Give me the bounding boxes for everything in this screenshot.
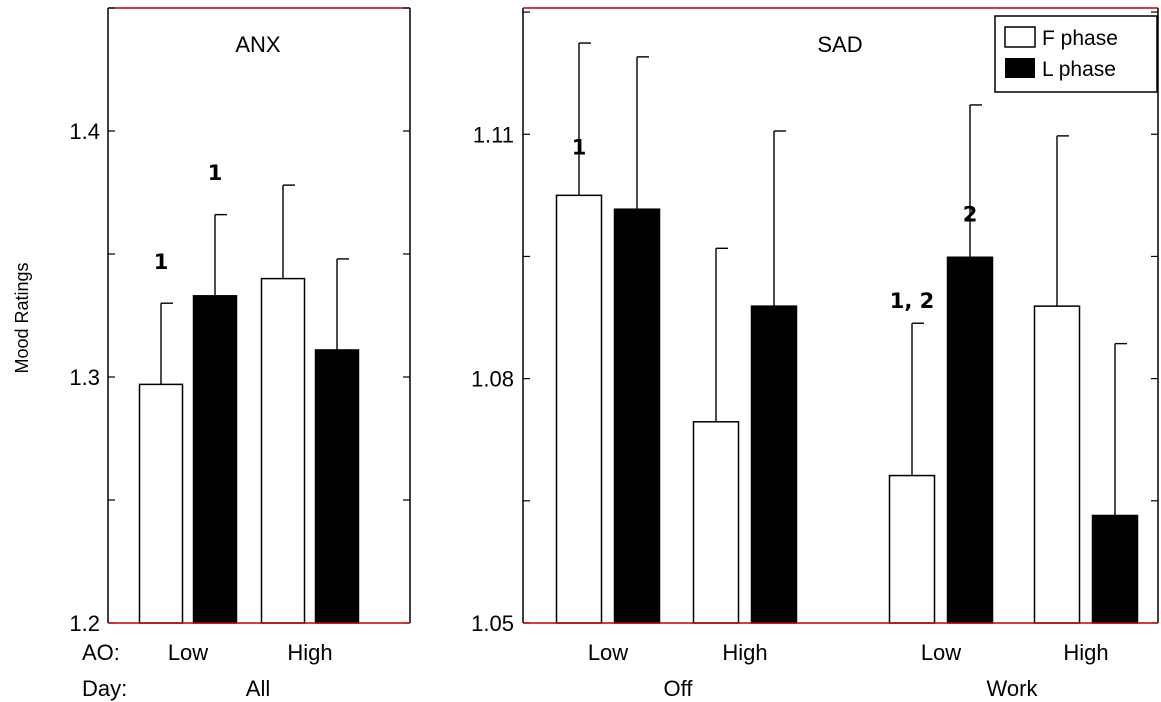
panel-2-bar-l-phase — [1091, 514, 1139, 624]
panel-1-y-tick-label: 1.2 — [69, 611, 100, 636]
panel-2-annotation: 1 — [572, 136, 587, 160]
panel-2-bar-f-phase — [555, 194, 603, 624]
panel-2-title: SAD — [817, 32, 862, 57]
panel-2-bar-f-phase — [1033, 305, 1081, 624]
panel-1-annotation: 1 — [208, 161, 223, 185]
panel-1-bar-l-phase — [314, 349, 360, 624]
legend: F phase L phase — [994, 15, 1158, 93]
panel-2-day-label: Off — [664, 676, 694, 701]
panel-1-title: ANX — [235, 32, 281, 57]
panel-1-category-label: High — [287, 640, 332, 665]
panel-1-annotation: 1 — [154, 250, 169, 274]
panel-2-category-label: Low — [921, 640, 961, 665]
legend-swatch-l-phase — [1005, 58, 1035, 78]
chart-panels: 1.2 1.3 1.4 ANX 1 1 Low High All 1.05 1.08 1.11 SAD 1… — [69, 7, 1159, 701]
panel-2-y-tick-label: 1.08 — [471, 367, 514, 392]
panel-2-bar-l-phase — [946, 256, 994, 624]
panel-1-category-label: Low — [168, 640, 208, 665]
legend-label-f-phase: F phase — [1042, 27, 1118, 50]
panel-2-bar-f-phase — [888, 474, 936, 624]
panel-2-y-tick-label: 1.11 — [473, 122, 514, 147]
panel-1-bar-f-phase — [138, 383, 184, 624]
panel-1-y-tick-label: 1.3 — [69, 365, 100, 390]
legend-label-l-phase: L phase — [1042, 58, 1116, 81]
y-axis-label: Mood Ratings — [12, 262, 32, 373]
panel-2-category-label: High — [722, 640, 767, 665]
panel-1-day-label: All — [246, 676, 270, 701]
panel-1-bar-l-phase — [192, 295, 238, 624]
panel-1-bar-f-phase — [260, 277, 306, 624]
ao-row-label: AO: — [82, 640, 120, 665]
panel-2-day-label: Work — [987, 676, 1039, 701]
day-row-label: Day: — [82, 676, 127, 701]
panel-2-annotation: 1, 2 — [890, 289, 935, 313]
panel-2-y-tick-label: 1.05 — [471, 611, 514, 636]
panel-2-bar-f-phase — [692, 421, 740, 624]
outside-labels: Mood Ratings AO: Day: — [12, 262, 127, 701]
panel-2-bar-l-phase — [750, 305, 798, 624]
legend-swatch-f-phase — [1004, 26, 1036, 48]
panel-2-bar-l-phase — [613, 208, 661, 624]
panel-2-annotation: 2 — [963, 202, 978, 226]
panel-2-category-label: High — [1063, 640, 1108, 665]
panel-1-y-tick-label: 1.4 — [69, 119, 100, 144]
panel-2-category-label: Low — [588, 640, 628, 665]
